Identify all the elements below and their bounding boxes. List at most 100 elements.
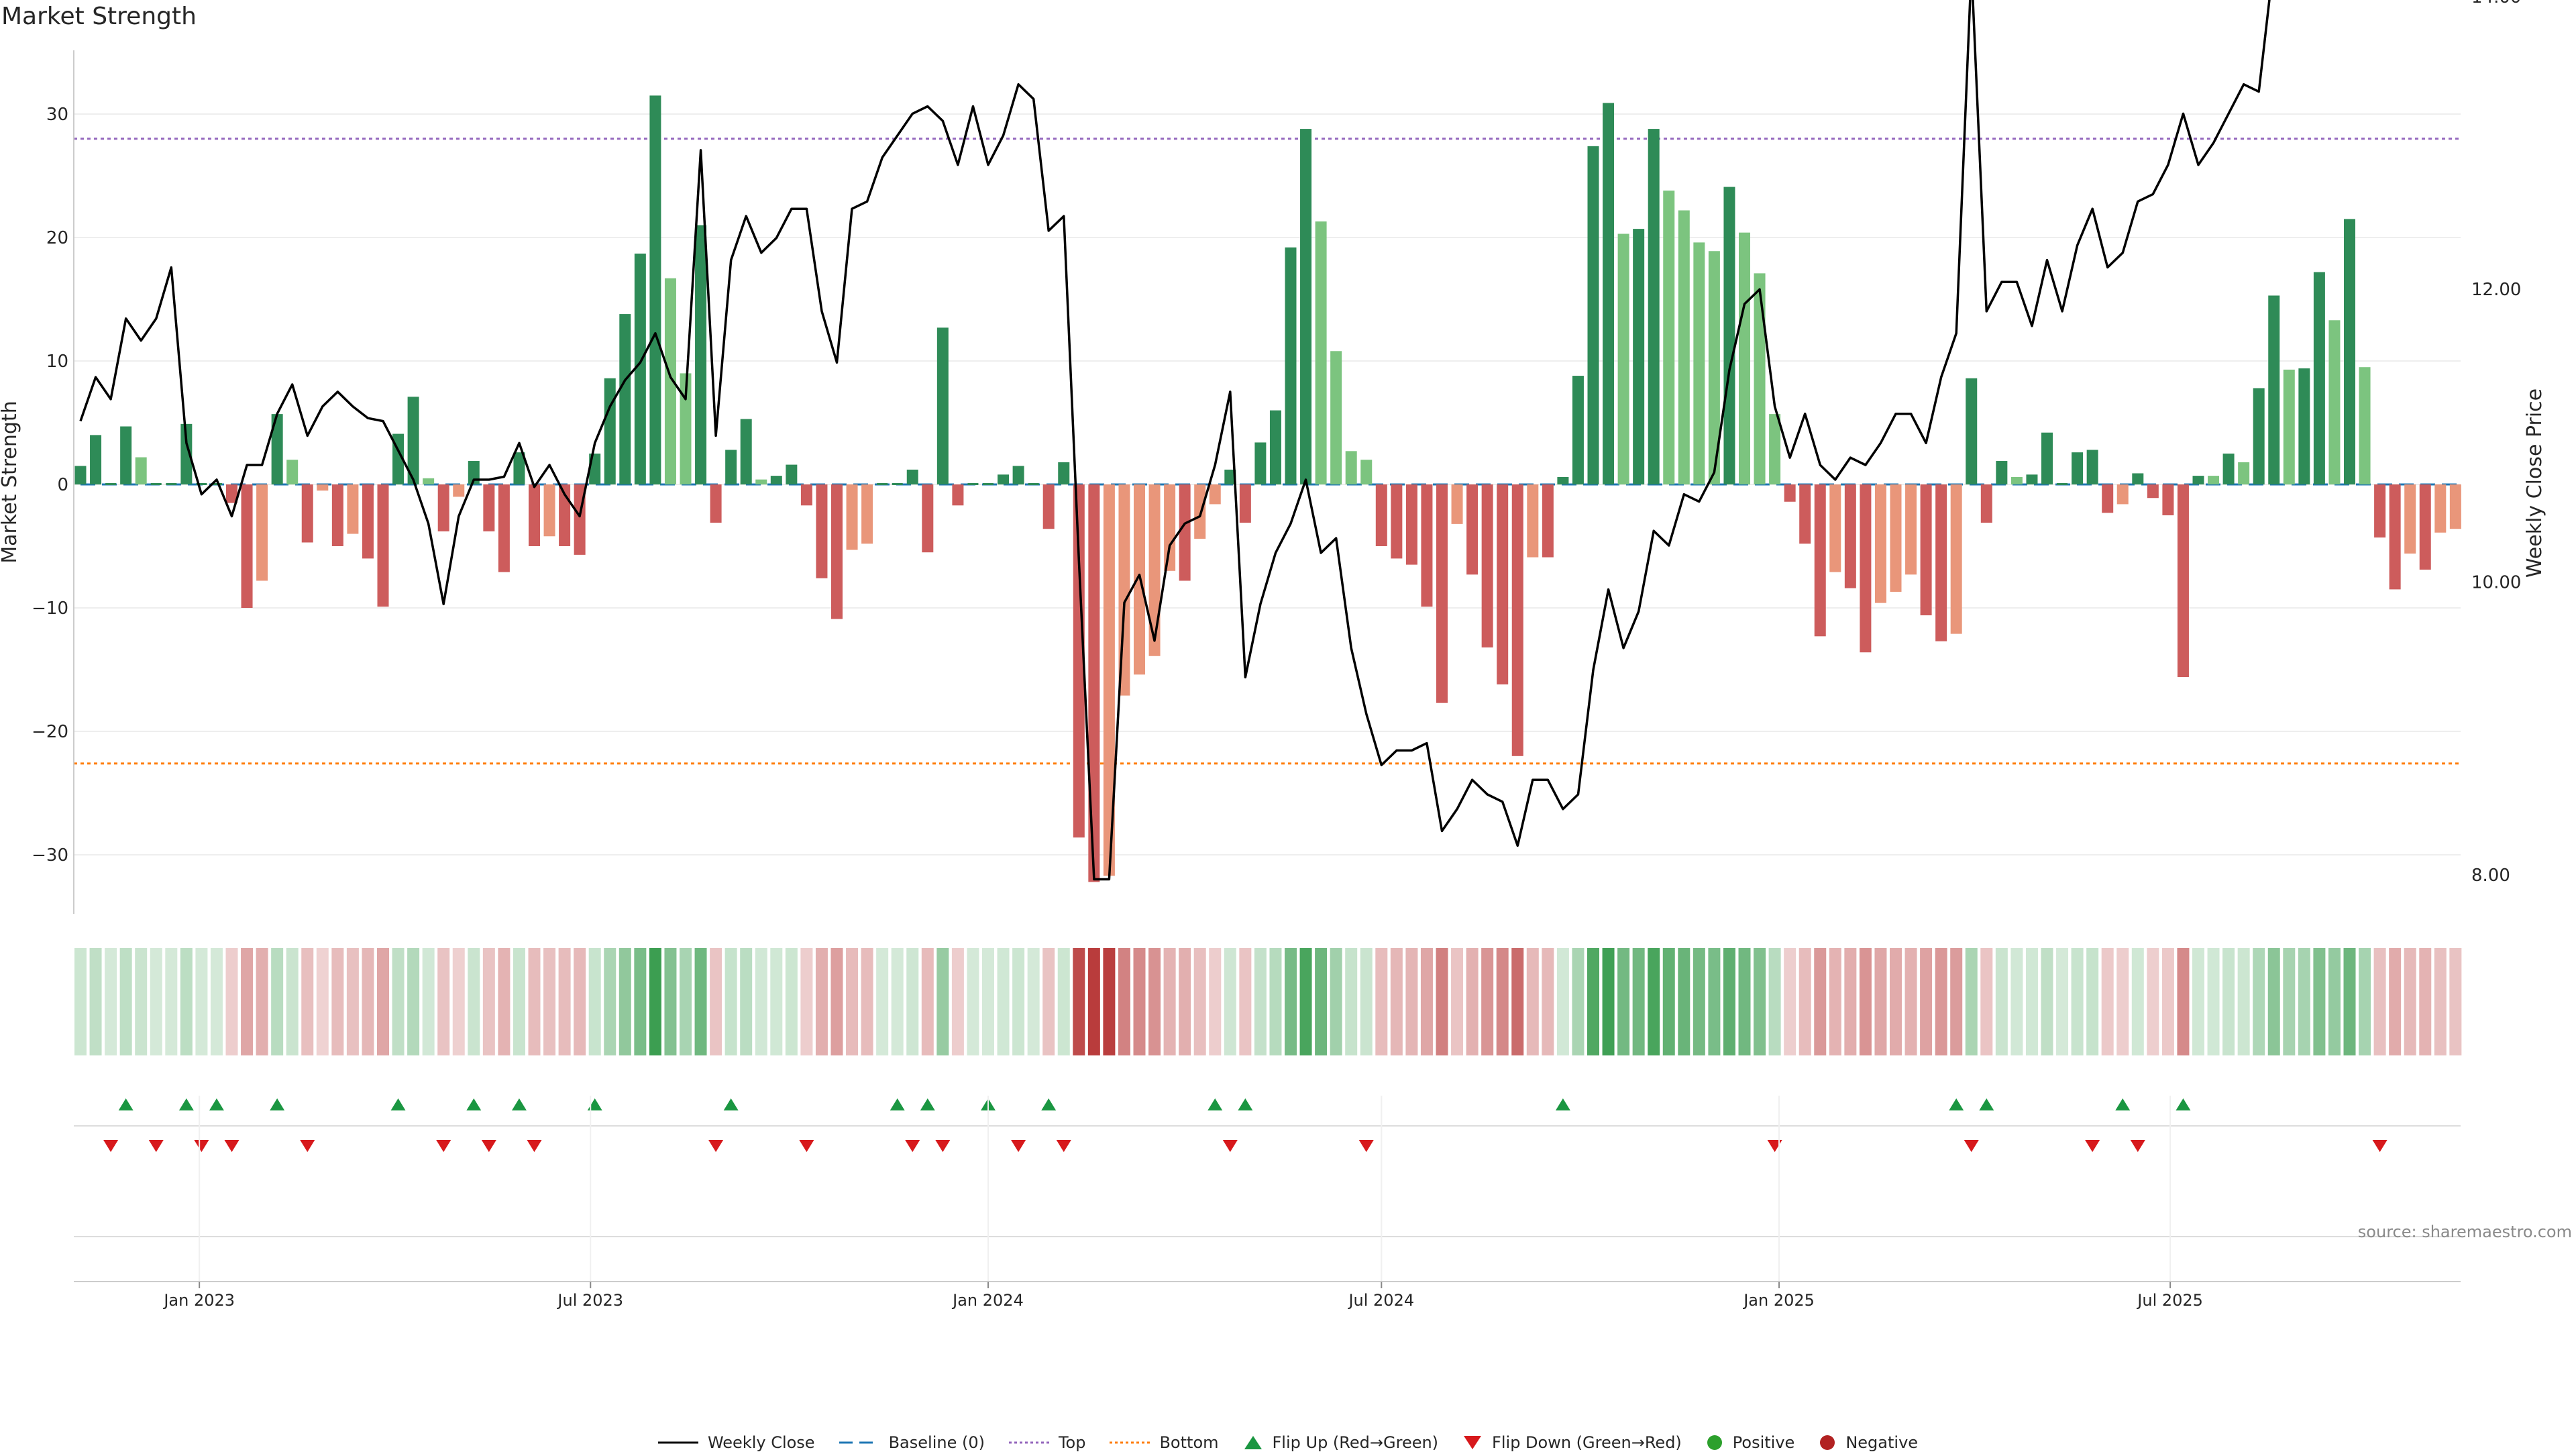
flip-up-marker <box>1555 1098 1570 1110</box>
strength-bar <box>906 469 918 484</box>
strength-bar <box>2010 476 2023 484</box>
strength-bar <box>150 483 162 485</box>
y2-tick-label: 14.00 <box>2471 0 2521 7</box>
strength-bar <box>967 483 979 485</box>
x-tick-label: Jan 2025 <box>1742 1291 1815 1310</box>
strength-bar <box>317 484 329 491</box>
strength-bar <box>1920 484 1932 616</box>
heat-cell <box>2343 948 2356 1055</box>
strength-bar <box>800 484 812 506</box>
heat-cell <box>1799 948 1811 1055</box>
heat-cell <box>1784 948 1796 1055</box>
strength-bar <box>2116 484 2129 505</box>
heat-cell <box>1299 948 1312 1055</box>
heat-cell <box>1345 948 1358 1055</box>
heat-cell <box>1511 948 1524 1055</box>
heat-cell <box>1980 948 1993 1055</box>
flip-up-marker <box>2115 1098 2131 1110</box>
x-tick-label: Jan 2023 <box>162 1291 235 1310</box>
heat-cell <box>2253 948 2265 1055</box>
heat-cell <box>528 948 541 1055</box>
strength-bar <box>377 484 389 607</box>
strength-bar <box>1224 469 1236 484</box>
strength-bar <box>1784 484 1796 502</box>
strength-bar <box>1754 273 1766 484</box>
strength-bar <box>1300 129 1312 484</box>
heat-cell <box>680 948 692 1055</box>
strength-bar <box>1814 484 1826 637</box>
strength-bar <box>1633 229 1645 484</box>
strength-bar <box>1285 247 1297 484</box>
strength-bar <box>1497 484 1509 685</box>
heat-cell <box>543 948 556 1055</box>
flip-down-marker <box>481 1140 496 1152</box>
flip-down-marker <box>148 1140 164 1152</box>
strength-bar <box>513 452 525 484</box>
strength-bar <box>2162 484 2174 515</box>
legend-flip-up-label: Flip Up (Red→Green) <box>1272 1433 1439 1452</box>
heat-cell <box>1935 948 1947 1055</box>
strength-bar <box>90 435 102 484</box>
y-tick-label: −10 <box>32 599 68 619</box>
strength-bar <box>2344 219 2355 484</box>
strength-bar <box>2177 484 2189 678</box>
strength-bar <box>1587 146 1599 484</box>
flip-down-marker <box>103 1140 119 1152</box>
heat-cell <box>437 948 450 1055</box>
flip-down-marker <box>1358 1140 1374 1152</box>
flip-down-triangle-icon <box>1464 1436 1482 1449</box>
strength-bar <box>1148 484 1161 656</box>
strength-bar <box>1663 191 1675 484</box>
strength-bar <box>211 483 222 485</box>
heat-cell <box>1526 948 1539 1055</box>
strength-bar <box>2253 388 2265 484</box>
strength-bar <box>755 479 767 484</box>
strength-bar <box>922 484 934 553</box>
flip-down-marker <box>1767 1140 1782 1152</box>
heat-cell <box>1617 948 1630 1055</box>
strength-bar <box>619 314 631 484</box>
heat-cell <box>2177 948 2190 1055</box>
strength-bar <box>649 95 661 484</box>
strength-bar <box>407 397 419 484</box>
heat-cell <box>785 948 798 1055</box>
heat-cell <box>392 948 405 1055</box>
strength-bar <box>2057 483 2068 485</box>
strength-bar <box>2026 474 2038 484</box>
flip-up-marker <box>2176 1098 2191 1110</box>
heat-cell <box>861 948 873 1055</box>
heat-cell <box>180 948 193 1055</box>
strength-bar <box>1572 376 1584 484</box>
heat-cell <box>588 948 601 1055</box>
heat-cell <box>2192 948 2204 1055</box>
strength-bar <box>1405 484 1417 565</box>
heat-cell <box>2086 948 2099 1055</box>
strength-bar <box>877 483 888 485</box>
x-tick-label: Jan 2024 <box>951 1291 1024 1310</box>
strength-bar <box>74 466 87 484</box>
heat-cell <box>876 948 889 1055</box>
heat-cell <box>301 948 314 1055</box>
heat-cell <box>694 948 707 1055</box>
heat-cell <box>1193 948 1206 1055</box>
legend-bottom: Bottom <box>1110 1433 1219 1452</box>
strength-bar <box>680 373 692 484</box>
heat-cell <box>195 948 208 1055</box>
flip-down-marker <box>224 1140 239 1152</box>
heat-cell <box>1285 948 1297 1055</box>
y-tick-label: −30 <box>32 845 68 866</box>
legend-flip-down: Flip Down (Green→Red) <box>1462 1433 1682 1452</box>
strength-bar <box>1769 414 1781 484</box>
heat-cell <box>105 948 117 1055</box>
strength-bar <box>1542 484 1554 558</box>
heat-cell <box>1436 948 1448 1055</box>
strength-bar <box>135 457 147 484</box>
strength-bar <box>498 484 510 572</box>
strength-bar <box>286 460 299 484</box>
heat-cell <box>1648 948 1660 1055</box>
heat-cell <box>513 948 525 1055</box>
strength-bar <box>2238 462 2250 484</box>
strength-bar <box>1360 460 1373 484</box>
heat-cell <box>574 948 586 1055</box>
y2-tick-label: 8.00 <box>2471 866 2510 886</box>
